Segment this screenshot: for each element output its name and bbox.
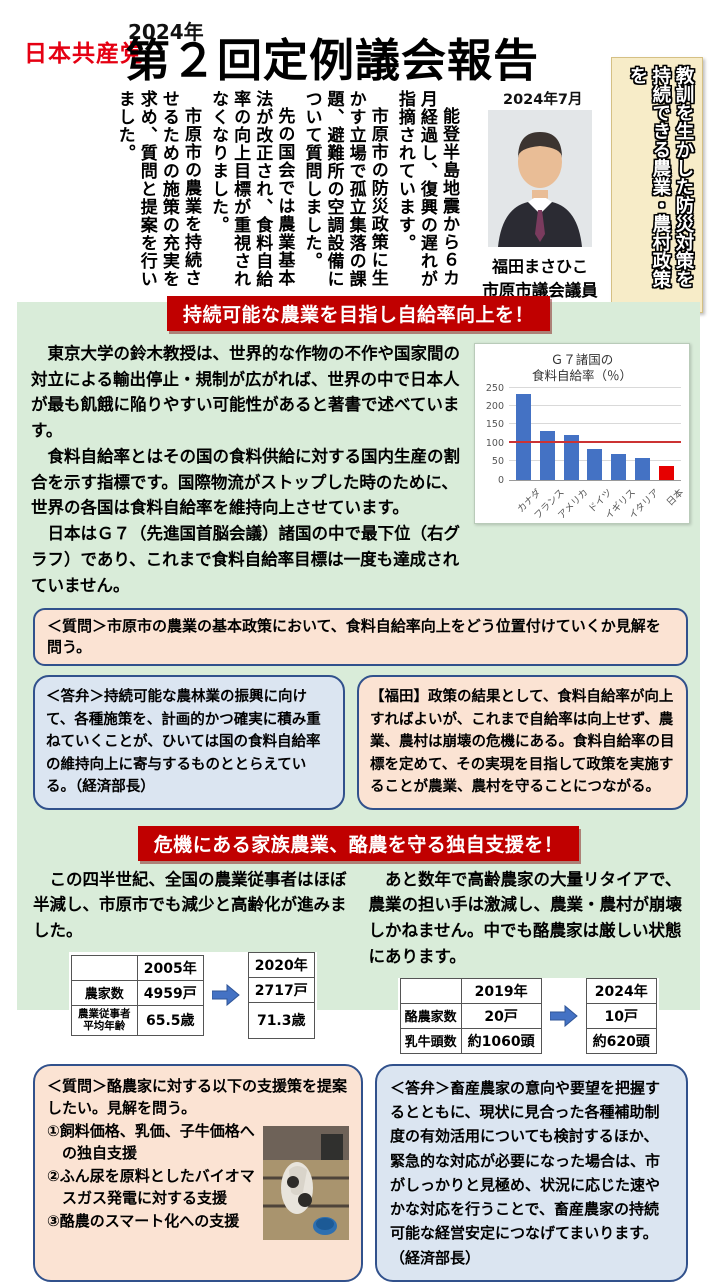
table-cell: 2024年	[585, 977, 657, 1004]
body-paragraph: 食料自給率とはその国の食料供給に対する国内生産の割合を示す指標です。国際物流がス…	[31, 446, 460, 518]
answer-box-2: ＜答弁＞畜産農家の意向や要望を把握するとともに、現状に見合った各種補助制度の有効…	[375, 1063, 688, 1282]
party-logo: 日本共産党	[24, 41, 144, 67]
cattle-illustration	[263, 1125, 349, 1240]
intro-paragraph: 市原市の防災政策に生かす立場で孤立集落の課題、避難所の空調設備について質問しまし…	[301, 90, 388, 288]
section1-paragraphs: 東京大学の鈴木教授は、世界的な作物の不作や国家間の対立による輸出停止・規制が広が…	[31, 341, 466, 598]
year-label: 2024年	[128, 20, 204, 44]
side-slogan-banner: 教訓を生かした防災対策を 持続できる農業・農村政策を	[611, 57, 703, 313]
chart-y-tick: 100	[485, 437, 504, 449]
cattle-photo	[263, 1125, 349, 1240]
chart-y-tick: 150	[485, 419, 504, 431]
question-box-2: ＜質問＞酪農家に対する以下の支援策を提案したい。見解を問う。	[33, 1063, 363, 1282]
table-cell: 4959戸	[136, 979, 204, 1006]
chart-bar-7	[658, 465, 674, 480]
body-paragraph: 東京大学の鈴木教授は、世界的な作物の不作や国家間の対立による輸出停止・規制が広が…	[31, 344, 460, 441]
chart-y-tick: 200	[485, 400, 504, 412]
section1-banner: 持続可能な農業を目指し自給率向上を！	[166, 296, 550, 331]
intro-text-block: 能登半島地震から６カ月経過し、復興の遅れが指摘されています。 市原市の防災政策に…	[100, 90, 460, 300]
portrait-title: 市原市議会議員	[482, 281, 598, 300]
section1-content: 東京大学の鈴木教授は、世界的な作物の不作や国家間の対立による輸出停止・規制が広が…	[17, 337, 700, 598]
section2-content: この四半世紀、全国の農業従事者はほぼ半減し、市原市でも減少と高齢化が進みました。…	[17, 861, 700, 1054]
chart-gridline	[509, 386, 681, 388]
chart-x-tick: 日本	[664, 486, 686, 508]
table-cell: 酪農家数	[399, 1002, 462, 1029]
chart-bar-2	[540, 431, 556, 480]
dairy-table-left: 2019年 酪農家数 20戸 乳牛頭数 約1060頭	[399, 977, 542, 1054]
chart-y-tick: 50	[491, 456, 504, 468]
table-cell: 71.3歳	[247, 1001, 315, 1039]
chart-bar-3	[563, 434, 579, 480]
chart-x-axis: カナダ フランス アメリカ ドイツ イギリス イタリア 日本	[509, 481, 685, 522]
table-cell: 10戸	[585, 1002, 657, 1029]
page-title: 第２回定例議会報告	[125, 34, 540, 87]
table-cell: 約1060頭	[460, 1027, 542, 1054]
issue-date: 2024年7月	[503, 92, 583, 108]
chart-title: Ｇ７諸国の 食料自給率（％）	[531, 352, 632, 384]
question-box-1: ＜質問＞市原市の農業の基本政策において、食料自給率向上をどう位置付けていくか見解…	[33, 608, 688, 667]
arrow-icon	[204, 983, 248, 1007]
body-paragraph: あと数年で高齢農家の大量リタイアで、農業の担い手は激減し、農業・農村が崩壊しかね…	[368, 869, 683, 966]
chart-bar-1	[516, 393, 532, 480]
farm-column: この四半世紀、全国の農業従事者はほぼ半減し、市原市でも減少と高齢化が進みました。…	[33, 867, 353, 1054]
chart-y-tick: 250	[485, 382, 504, 394]
arrow-icon	[542, 1004, 586, 1028]
intro-paragraph: 能登半島地震から６カ月経過し、復興の遅れが指摘されています。	[394, 90, 459, 288]
chart-y-axis: 0 50 100 150 200 250	[483, 383, 509, 486]
chart-g7-self-sufficiency: Ｇ７諸国の 食料自給率（％） 0 50 100 150 200 250 カナダ フランス アメ…	[474, 343, 690, 524]
farm-table: 2005年 農家数 4959戸 農業従事者平均年齢 65.5歳 2020年 2717…	[68, 951, 317, 1039]
farm-table-right: 2020年 2717戸 71.3歳	[247, 951, 315, 1039]
dairy-table-right: 2024年 10戸 約620頭	[585, 977, 657, 1054]
answer-box-1: ＜答弁＞持続可能な農林業の振興に向けて、各種施策を、計画的かつ確実に積み重ねてい…	[33, 675, 345, 810]
dairy-column: あと数年で高齢農家の大量リタイアで、農業の担い手は激減し、農業・農村が崩壊しかね…	[369, 867, 689, 1054]
newsletter-page: 日本共産党 2024年 第２回定例議会報告 能登半島地震から６カ月経過し、復興の…	[17, 20, 703, 1282]
table-cell: 農家数	[70, 979, 138, 1006]
section2-banner: 危機にある家族農業、酪農を守る独自支援を！	[137, 825, 580, 861]
chart-bars	[509, 389, 681, 480]
chart-plot-area	[509, 386, 681, 481]
table-cell: 乳牛頭数	[399, 1027, 462, 1054]
portrait-name: 福田まさひこ	[491, 257, 588, 276]
table-cell: 2717戸	[247, 976, 315, 1003]
chart-gridline	[509, 423, 681, 425]
portrait-illustration	[488, 110, 592, 247]
intro-paragraph: 市原市の農業を持続させるための施策の充実を求め、質問と提案を行いました。	[114, 90, 201, 288]
portrait-photo	[488, 110, 592, 247]
chart-bar-5	[611, 453, 627, 480]
fukuda-comment-box: 【福田】政策の結果として、食料自給率が向上すればよいが、これまで自給率は向上せず…	[357, 675, 688, 810]
chart-bar-6	[634, 458, 650, 480]
chart-bar-4	[587, 448, 603, 480]
table-cell: 2005年	[136, 954, 204, 981]
intro-paragraph: 先の国会では農業基本法が改正され、食料自給率の向上目標が重視されなくなりました。	[208, 90, 295, 288]
report-body-panel: 持続可能な農業を目指し自給率向上を！ 東京大学の鈴木教授は、世界的な作物の不作や…	[17, 296, 700, 1282]
table-cell: 農業従事者平均年齢	[70, 1004, 138, 1036]
dairy-table: 2019年 酪農家数 20戸 乳牛頭数 約1060頭 2024年 10戸 約620頭	[397, 977, 659, 1054]
side-slogan-line: 教訓を生かした防災対策を	[673, 66, 694, 288]
table-cell: 2019年	[460, 977, 542, 1004]
side-slogan-line: 持続できる農業・農村政策を	[626, 66, 671, 288]
table-cell: 20戸	[460, 1002, 542, 1029]
table-cell: 2020年	[247, 951, 315, 978]
answer-row-1: ＜答弁＞持続可能な農林業の振興に向けて、各種施策を、計画的かつ確実に積み重ねてい…	[33, 675, 688, 810]
chart-y-tick: 0	[497, 474, 504, 486]
question-line: ＜質問＞酪農家に対する以下の支援策を提案したい。見解を問う。	[47, 1076, 348, 1118]
body-paragraph: この四半世紀、全国の農業従事者はほぼ半減し、市原市でも減少と高齢化が進みました。	[33, 869, 347, 941]
chart-plot: 0 50 100 150 200 250	[483, 383, 681, 486]
chart-gridline	[509, 404, 681, 406]
bottom-row: ＜質問＞酪農家に対する以下の支援策を提案したい。見解を問う。	[33, 1063, 688, 1282]
table-cell: 約620頭	[585, 1027, 657, 1054]
chart-refline-100	[509, 440, 681, 443]
table-cell: 65.5歳	[136, 1004, 204, 1036]
body-paragraph: 日本はＧ７（先進国首脳会議）諸国の中で最下位（右グラフ）であり、これまで食料自給…	[31, 524, 460, 595]
